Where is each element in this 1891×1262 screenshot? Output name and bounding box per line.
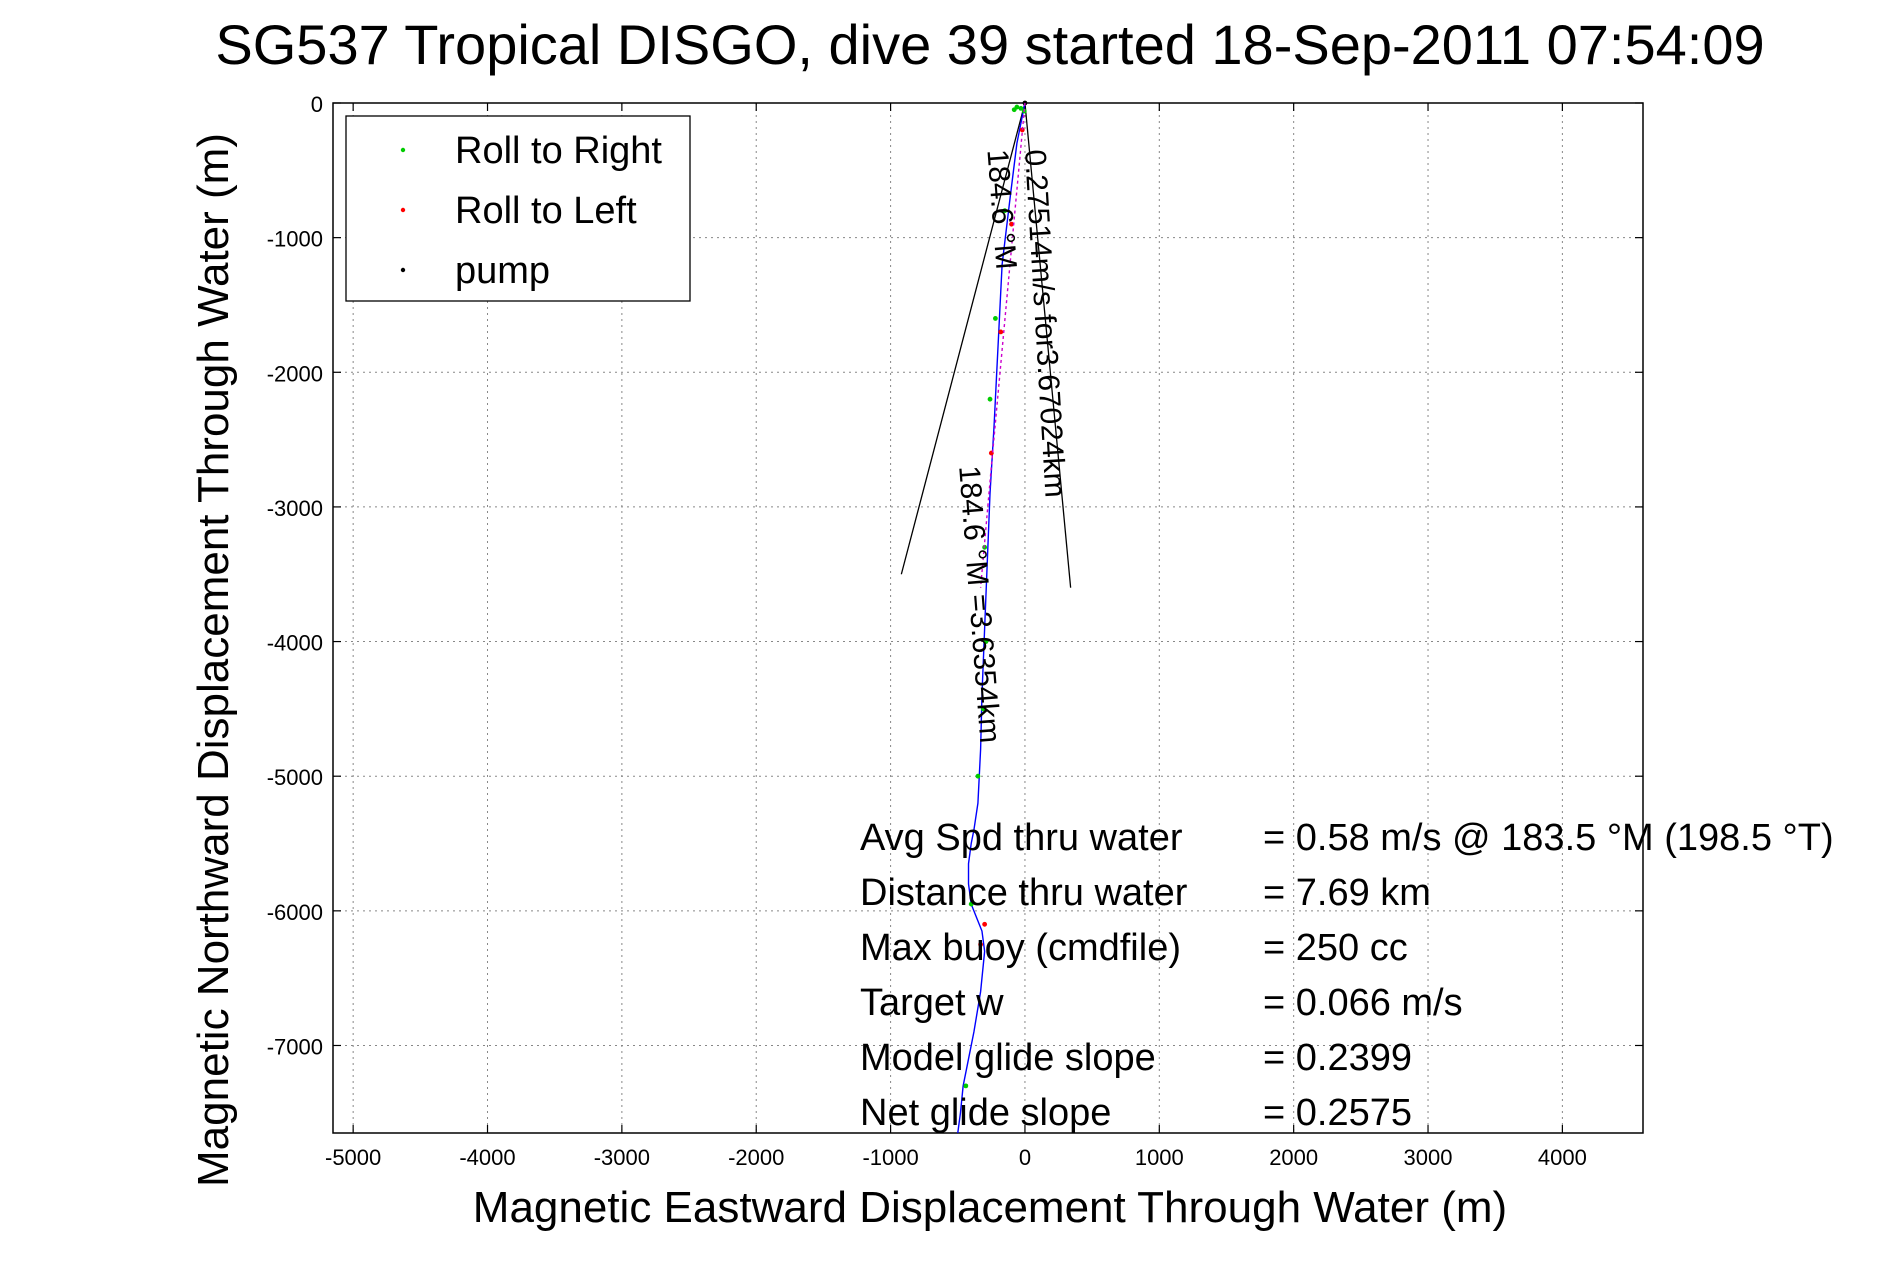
- current-vector-line: [979, 102, 1026, 588]
- roll-to-right-point: [1018, 105, 1024, 111]
- x-tick-label: -1000: [862, 1145, 918, 1170]
- info-label: Target w: [860, 982, 1004, 1024]
- y-axis-label: Magnetic Northward Displacement Through …: [189, 133, 238, 1187]
- y-tick-label: -1000: [267, 227, 323, 252]
- y-tick-label: -3000: [267, 496, 323, 521]
- x-tick-label: -3000: [594, 1145, 650, 1170]
- info-value: = 250 cc: [1263, 927, 1408, 969]
- roll-to-left-point: [1009, 221, 1014, 227]
- cone-left-line: [900, 102, 1026, 575]
- info-label: Net glide slope: [860, 1092, 1111, 1134]
- info-label: Avg Spd thru water: [860, 817, 1183, 859]
- track-line: [957, 102, 1026, 1134]
- series-layer: [957, 100, 1028, 1134]
- roll-to-right-point: [968, 901, 974, 907]
- legend: Roll to Right Roll to Left pump: [345, 115, 691, 302]
- y-ticks: 0 -1000 -2000 -3000 -4000 -5000 -6000 -7000: [267, 92, 1643, 1059]
- legend-label-roll-to-left: Roll to Left: [455, 190, 637, 232]
- roll-to-right-point: [963, 1083, 969, 1089]
- info-label: Model glide slope: [860, 1037, 1156, 1079]
- info-value: = 7.69 km: [1263, 872, 1431, 914]
- x-tick-label: 3000: [1404, 1145, 1453, 1170]
- legend-marker-pump: [400, 267, 406, 273]
- x-ticks: -5000 -4000 -3000 -2000 -1000 0 1000 2000 3000 40…: [325, 103, 1587, 1170]
- x-tick-label: 4000: [1538, 1145, 1587, 1170]
- x-tick-label: -2000: [728, 1145, 784, 1170]
- roll-to-right-point: [987, 396, 993, 402]
- roll-to-left-point: [982, 921, 988, 927]
- y-tick-label: -5000: [267, 765, 323, 790]
- info-label: Distance thru water: [860, 872, 1188, 914]
- roll-to-right-point: [975, 773, 981, 779]
- cone-right-line: [1024, 102, 1072, 588]
- plot-frame: [332, 102, 1644, 1134]
- chart-title: SG537 Tropical DISGO, dive 39 started 18…: [215, 13, 1764, 76]
- cone-layer: [900, 102, 1072, 588]
- legend-marker-roll-to-left: [400, 207, 406, 213]
- x-axis-label: Magnetic Eastward Displacement Through W…: [473, 1183, 1507, 1232]
- roll-to-left-point: [998, 329, 1004, 335]
- x-tick-label: 0: [1019, 1145, 1031, 1170]
- roll-to-right-point: [992, 316, 998, 321]
- info-value: = 0.066 m/s: [1263, 982, 1463, 1024]
- roll-to-right-point: [983, 639, 989, 644]
- legend-label-roll-to-right: Roll to Right: [455, 130, 662, 172]
- x-tick-label: 1000: [1135, 1145, 1184, 1170]
- y-tick-label: -4000: [267, 631, 323, 656]
- y-tick-label: -6000: [267, 900, 323, 925]
- info-value: = 0.2575: [1263, 1092, 1412, 1134]
- roll-to-left-point: [978, 942, 984, 947]
- y-tick-label: -2000: [267, 361, 323, 386]
- legend-marker-roll-to-right: [400, 147, 406, 153]
- x-tick-label: 2000: [1269, 1145, 1318, 1170]
- y-tick-label: 0: [311, 92, 323, 117]
- roll-to-left-point: [1019, 127, 1025, 133]
- legend-label-pump: pump: [455, 250, 550, 292]
- roll-to-right-point: [1002, 208, 1008, 214]
- roll-to-right-point: [1014, 104, 1020, 110]
- x-tick-label: -5000: [325, 1145, 381, 1170]
- info-value: = 0.58 m/s @ 183.5 °M (198.5 °T): [1263, 817, 1834, 859]
- info-label: Max buoy (cmdfile): [860, 927, 1181, 969]
- x-tick-label: -4000: [459, 1145, 515, 1170]
- info-value: = 0.2399: [1263, 1037, 1412, 1079]
- roll-to-right-point: [980, 706, 986, 712]
- info-block: Avg Spd thru water = 0.58 m/s @ 183.5 °M …: [860, 817, 1834, 1134]
- y-tick-label: -7000: [267, 1034, 323, 1059]
